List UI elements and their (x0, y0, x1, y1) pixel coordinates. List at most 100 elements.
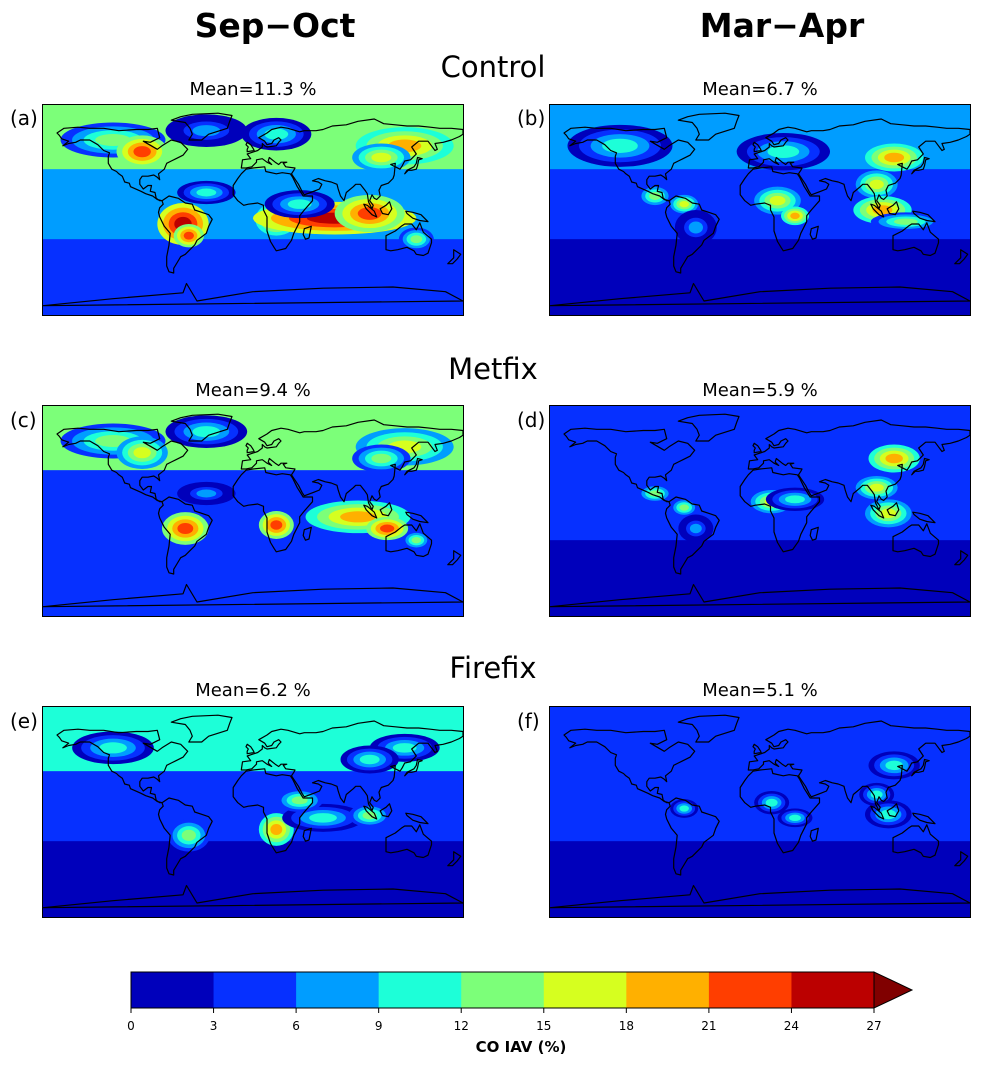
coastline-southAmerica (157, 797, 213, 876)
coastline-antarctica (43, 282, 463, 307)
coastline-madagascar (809, 526, 819, 541)
colorbar: 0 3 6 9 12 15 18 21 24 27 CO IAV (%) (127, 971, 914, 1056)
map-hotspot-3 (167, 819, 210, 852)
coastline-japan (911, 457, 930, 476)
coastline-borneo (379, 502, 393, 517)
coastline-newguinea (405, 210, 429, 223)
coastline-greenland (677, 413, 740, 442)
colorbar-cell-0 (131, 972, 215, 1008)
colorbar-tick-label-5: 15 (536, 1019, 551, 1033)
coastline-madagascar (809, 827, 819, 842)
map-hotspot-5 (162, 512, 209, 545)
panel-f-mean: Mean=5.1 % (702, 680, 818, 701)
map-hotspot-3 (670, 799, 699, 818)
coastline-eurasia (747, 720, 970, 812)
coastline-uk (245, 141, 255, 153)
map-hotspot-7 (670, 194, 699, 214)
colorbar-tick-label-8: 24 (784, 1019, 799, 1033)
map-hotspot-6 (258, 511, 294, 539)
row-title-control: Control (440, 50, 546, 84)
colorbar-label: CO IAV (%) (476, 1038, 567, 1056)
colorbar-tick-label-2: 6 (292, 1019, 300, 1033)
coastline-australia (892, 222, 940, 257)
coastline-northAmerica (56, 427, 189, 503)
coastline-northAmerica (56, 126, 189, 202)
colorbar-cell-2 (296, 972, 380, 1008)
panel-a-letter: (a) (10, 106, 38, 130)
coastline-japan (404, 156, 423, 175)
coastline-eurasia (747, 118, 970, 210)
row-title-firefix: Firefix (449, 651, 537, 685)
map-hotspot-0 (868, 444, 920, 473)
panel-e-mean: Mean=6.2 % (195, 680, 311, 701)
map-b (550, 105, 970, 315)
coastline-greenland (677, 714, 740, 743)
map-hotspot-1 (116, 436, 168, 469)
coastline-eurasia (240, 720, 463, 812)
panel-d-map (549, 405, 971, 617)
colorbar-tick-label-9: 27 (866, 1019, 881, 1033)
coastline-africa (232, 166, 314, 252)
coastline-sumatra (870, 504, 885, 519)
panel-e-map (42, 706, 464, 918)
coastline-sumatra (870, 203, 885, 218)
map-hotspot-13 (398, 227, 434, 251)
panel-b-letter: (b) (517, 106, 546, 130)
coastline-northAmerica (56, 728, 189, 804)
colorbar-cell-4 (461, 972, 545, 1008)
coastline-uk (752, 141, 762, 153)
map-hotspot-0 (72, 731, 154, 765)
coastline-uk (245, 743, 255, 755)
coastline-africa (739, 166, 821, 252)
coastline-southAmerica (157, 496, 213, 575)
map-hotspot-2 (340, 745, 399, 774)
colorbar-cell-7 (708, 972, 792, 1008)
coastline-newzealand (954, 851, 969, 867)
coastline-africa (739, 467, 821, 553)
panel-a-mean: Mean=11.3 % (189, 79, 317, 100)
map-hotspot-6 (348, 803, 391, 828)
colorbar-cell-3 (378, 972, 462, 1008)
map-hotspot-0 (868, 751, 920, 780)
coastline-newzealand (447, 249, 462, 265)
map-hotspot-9 (781, 206, 809, 226)
coastline-newguinea (912, 210, 936, 223)
panel-c-mean: Mean=9.4 % (195, 380, 311, 401)
coastline-newguinea (405, 812, 429, 825)
coastline-australia (385, 523, 433, 558)
coastline-northAmerica (563, 728, 696, 804)
coastline-australia (385, 222, 433, 257)
coastline-sumatra (870, 805, 885, 820)
map-hotspot-12 (177, 180, 236, 205)
colorbar-tick-label-0: 0 (127, 1019, 135, 1033)
map-c (43, 406, 463, 616)
coastline-japan (404, 457, 423, 476)
panel-d-mean: Mean=5.9 % (702, 380, 818, 401)
coastline-southAmerica (664, 797, 720, 876)
panel-c-map (42, 405, 464, 617)
coastline-newguinea (912, 511, 936, 524)
coastline-newguinea (405, 511, 429, 524)
coastline-australia (892, 824, 940, 859)
panel-a-map (42, 104, 464, 316)
coastline-japan (911, 758, 930, 777)
coastline-eurasia (747, 419, 970, 511)
coastline-uk (245, 442, 255, 454)
coastline-greenland (677, 112, 740, 141)
coastline-southAmerica (664, 496, 720, 575)
coastline-sumatra (363, 203, 378, 218)
colorbar-tick-label-3: 9 (375, 1019, 383, 1033)
colorbar-frame (130, 971, 875, 1009)
coastline-borneo (886, 502, 900, 517)
map-hotspot-5 (777, 808, 813, 828)
coastline-southAmerica (157, 195, 213, 274)
coastline-antarctica (43, 583, 463, 608)
colorbar-cell-8 (791, 972, 875, 1008)
map-hotspot-4 (670, 498, 699, 517)
coastline-australia (892, 523, 940, 558)
map-hotspot-11 (264, 190, 335, 219)
map-d (550, 406, 970, 616)
coastline-africa (232, 768, 314, 854)
colorbar-tick-label-1: 3 (210, 1019, 218, 1033)
colorbar-tick-label-7: 21 (701, 1019, 716, 1033)
